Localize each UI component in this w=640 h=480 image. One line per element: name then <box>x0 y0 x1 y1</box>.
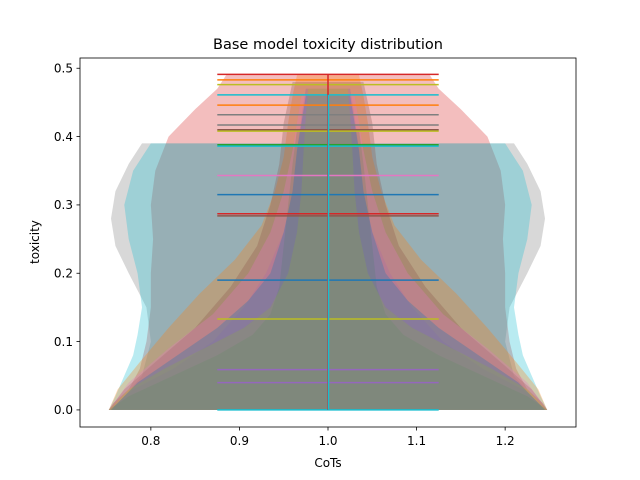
y-tick-label: 0.5 <box>54 62 73 76</box>
y-tick-label: 0.0 <box>54 403 73 417</box>
y-tick-label: 0.4 <box>54 130 73 144</box>
y-tick-label: 0.1 <box>54 335 73 349</box>
x-tick-label: 1.0 <box>318 434 337 448</box>
plot-area <box>108 73 548 411</box>
y-axis: 0.0 0.1 0.2 0.3 0.4 0.5 <box>54 62 80 417</box>
x-tick-label: 1.1 <box>407 434 426 448</box>
chart-title: Base model toxicity distribution <box>213 37 443 53</box>
y-tick-label: 0.2 <box>54 267 73 281</box>
y-tick-label: 0.3 <box>54 198 73 212</box>
y-axis-label: toxicity <box>28 220 42 264</box>
x-axis-label: CoTs <box>314 456 341 470</box>
x-tick-label: 0.9 <box>230 434 249 448</box>
x-tick-label: 1.2 <box>496 434 515 448</box>
x-tick-label: 0.8 <box>141 434 160 448</box>
x-axis: 0.8 0.9 1.0 1.1 1.2 <box>141 427 515 448</box>
